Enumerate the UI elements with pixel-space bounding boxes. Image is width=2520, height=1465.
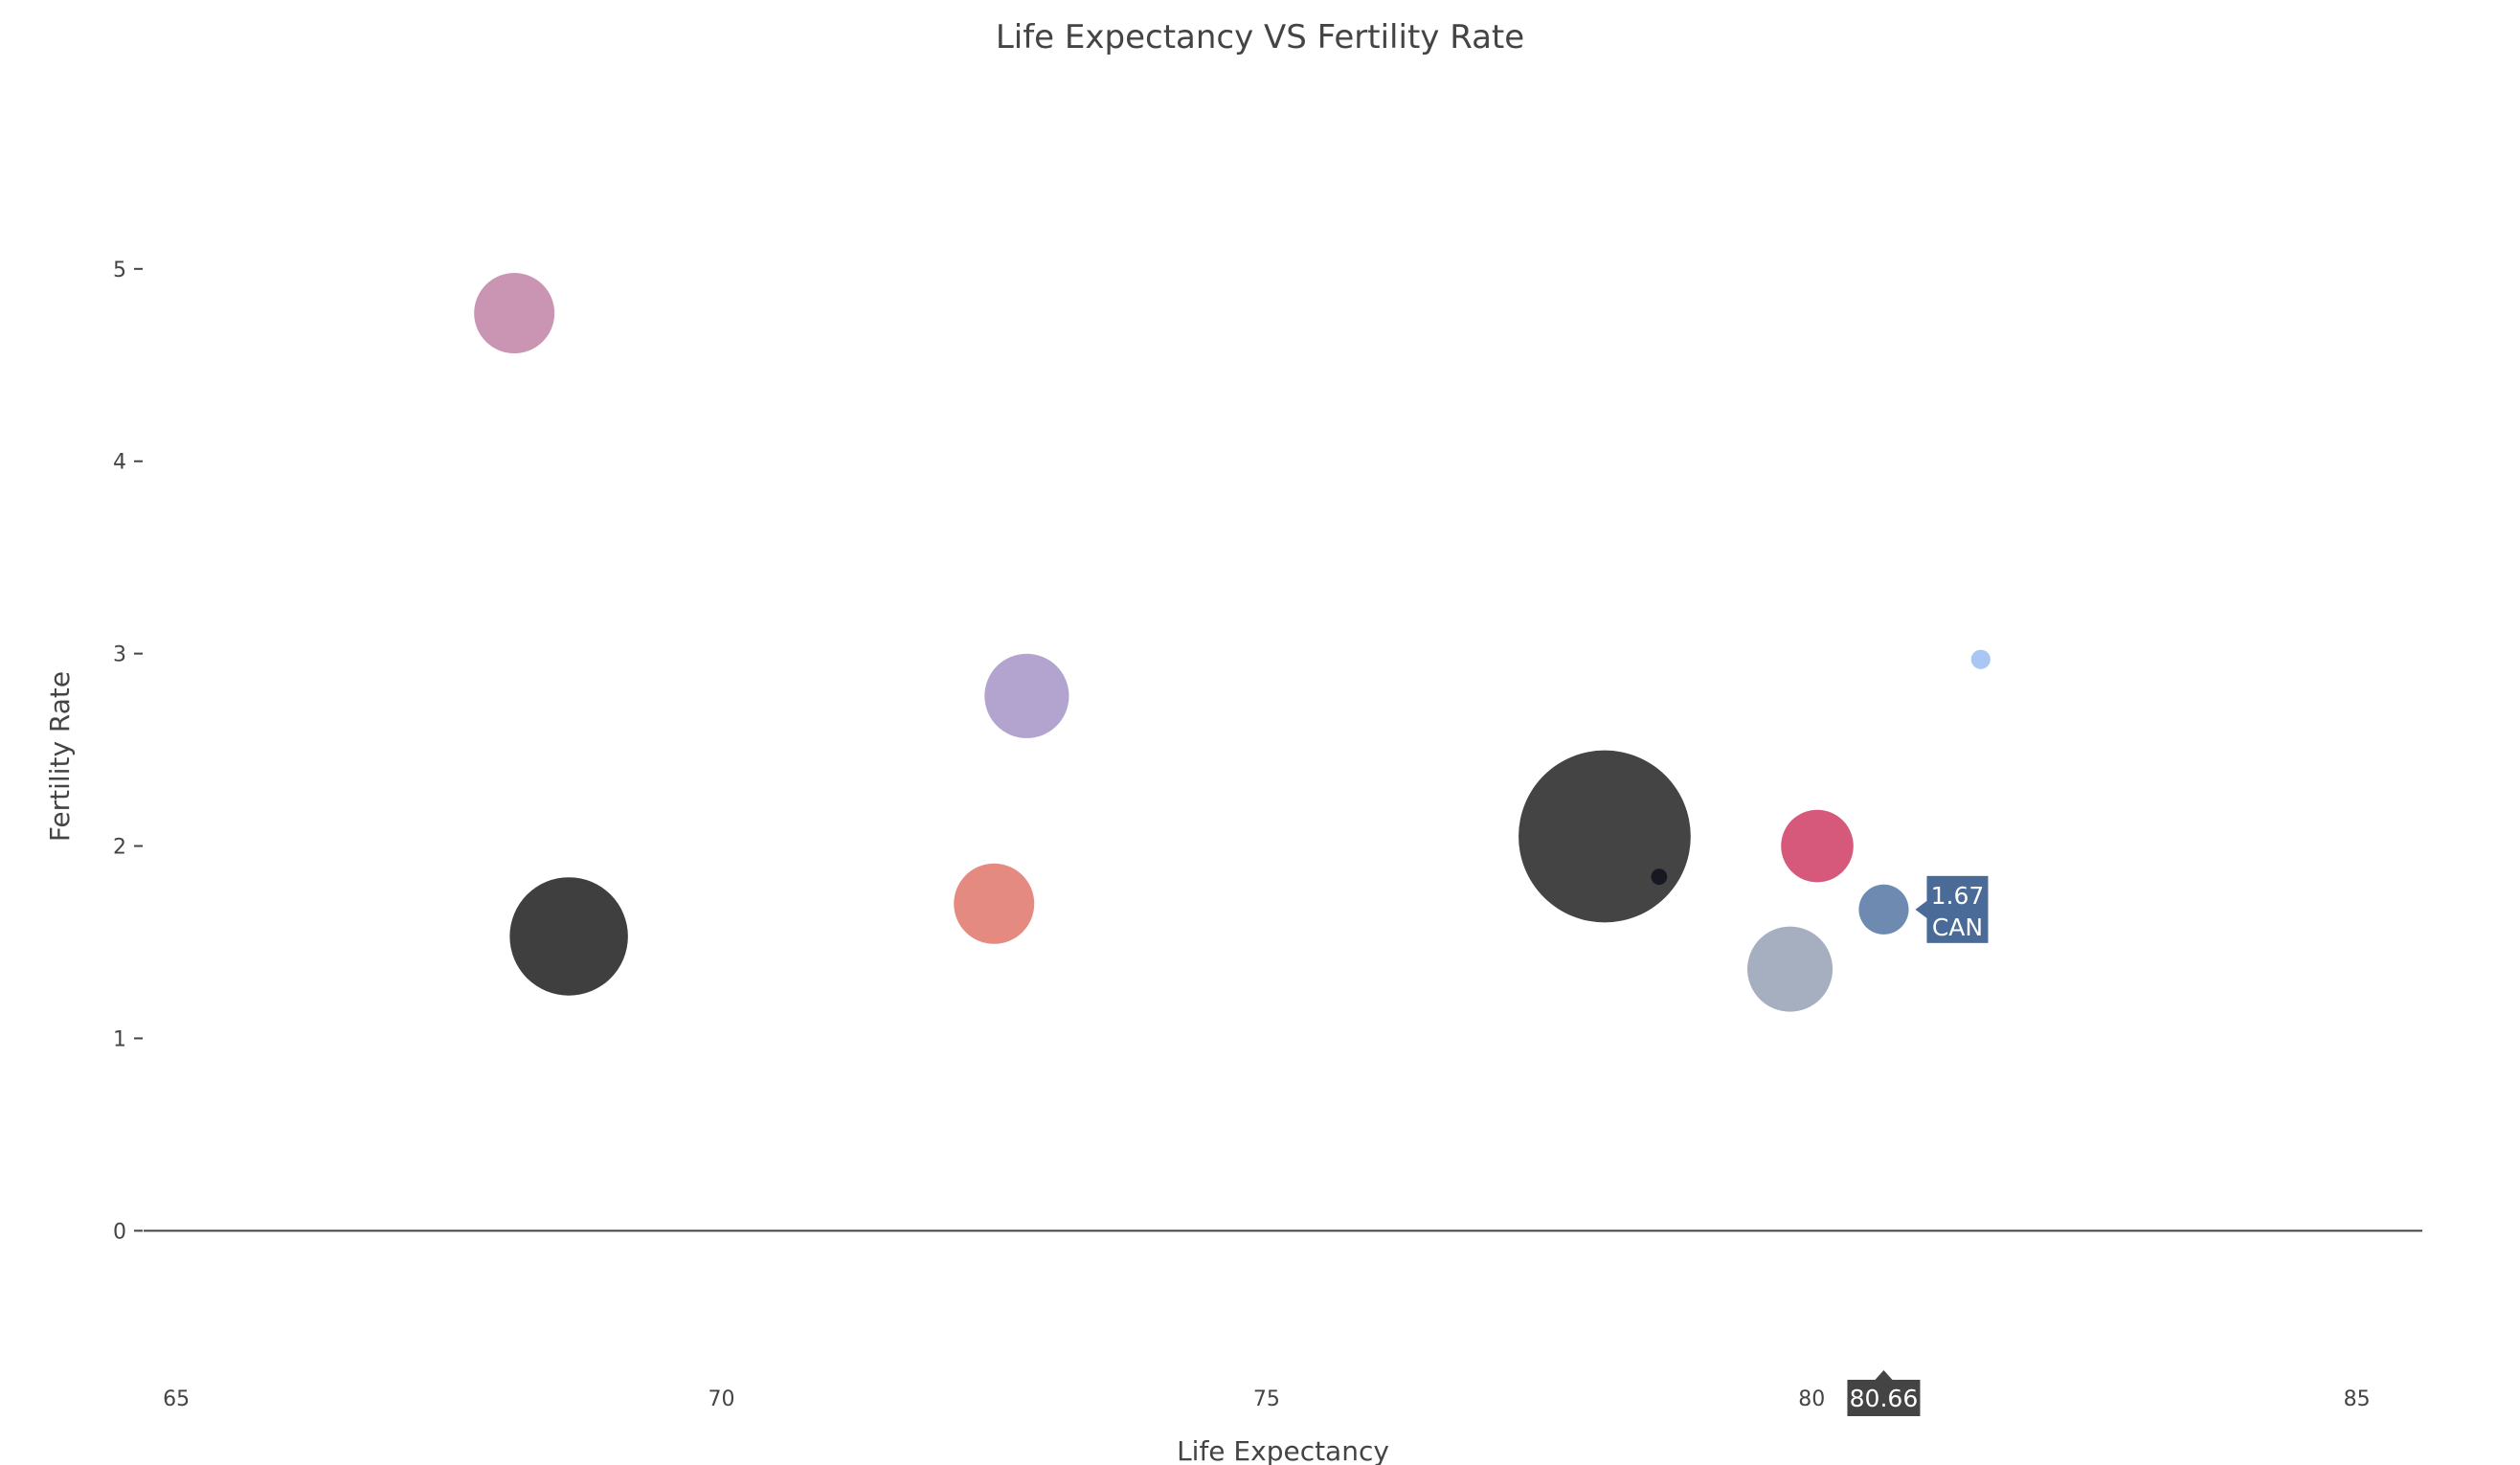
chart-title: Life Expectancy VS Fertility Rate: [996, 18, 1524, 56]
x-tick-label: 85: [2344, 1387, 2371, 1411]
data-point[interactable]: [509, 877, 628, 996]
data-point[interactable]: [1970, 649, 1991, 669]
y-tick-label: 0: [113, 1220, 126, 1244]
x-tick-label: 65: [163, 1387, 190, 1411]
y-tick-label: 2: [113, 836, 126, 860]
data-point[interactable]: [1781, 809, 1854, 883]
tooltip-y-value: 1.67: [1931, 882, 1985, 910]
y-tick-label: 5: [113, 259, 126, 282]
data-point[interactable]: [954, 863, 1035, 944]
y-tick-label: 3: [113, 643, 126, 667]
x-axis: 65 70 75 80 85: [163, 1387, 2371, 1411]
x-hover-value: 80.66: [1850, 1385, 1919, 1412]
x-hover-box: [1847, 1380, 1921, 1416]
y-axis-title: Fertility Rate: [44, 671, 76, 842]
x-hover-pointer: [1875, 1370, 1893, 1380]
x-tick-label: 75: [1253, 1387, 1280, 1411]
data-point[interactable]: [1747, 926, 1834, 1012]
x-tick-label: 70: [709, 1387, 735, 1411]
data-points[interactable]: [474, 273, 1991, 1012]
tooltip-box: [1926, 875, 1989, 943]
y-tick-label: 1: [113, 1027, 126, 1051]
x-tick-label: 80: [1798, 1387, 1825, 1411]
data-point[interactable]: [984, 653, 1069, 738]
tooltip-pointer: [1915, 900, 1927, 918]
data-point[interactable]: [1651, 868, 1668, 886]
data-point[interactable]: [1519, 750, 1691, 923]
hover-tooltip: 1.67 CAN 80.66: [1847, 875, 1989, 1416]
data-point[interactable]: [474, 273, 555, 354]
data-point[interactable]: [1858, 884, 1909, 935]
y-tick-label: 4: [113, 451, 126, 475]
y-axis: 0 1 2 3 4 5: [113, 259, 143, 1244]
x-axis-title: Life Expectancy: [1177, 1435, 1389, 1465]
tooltip-label: CAN: [1932, 913, 1983, 941]
